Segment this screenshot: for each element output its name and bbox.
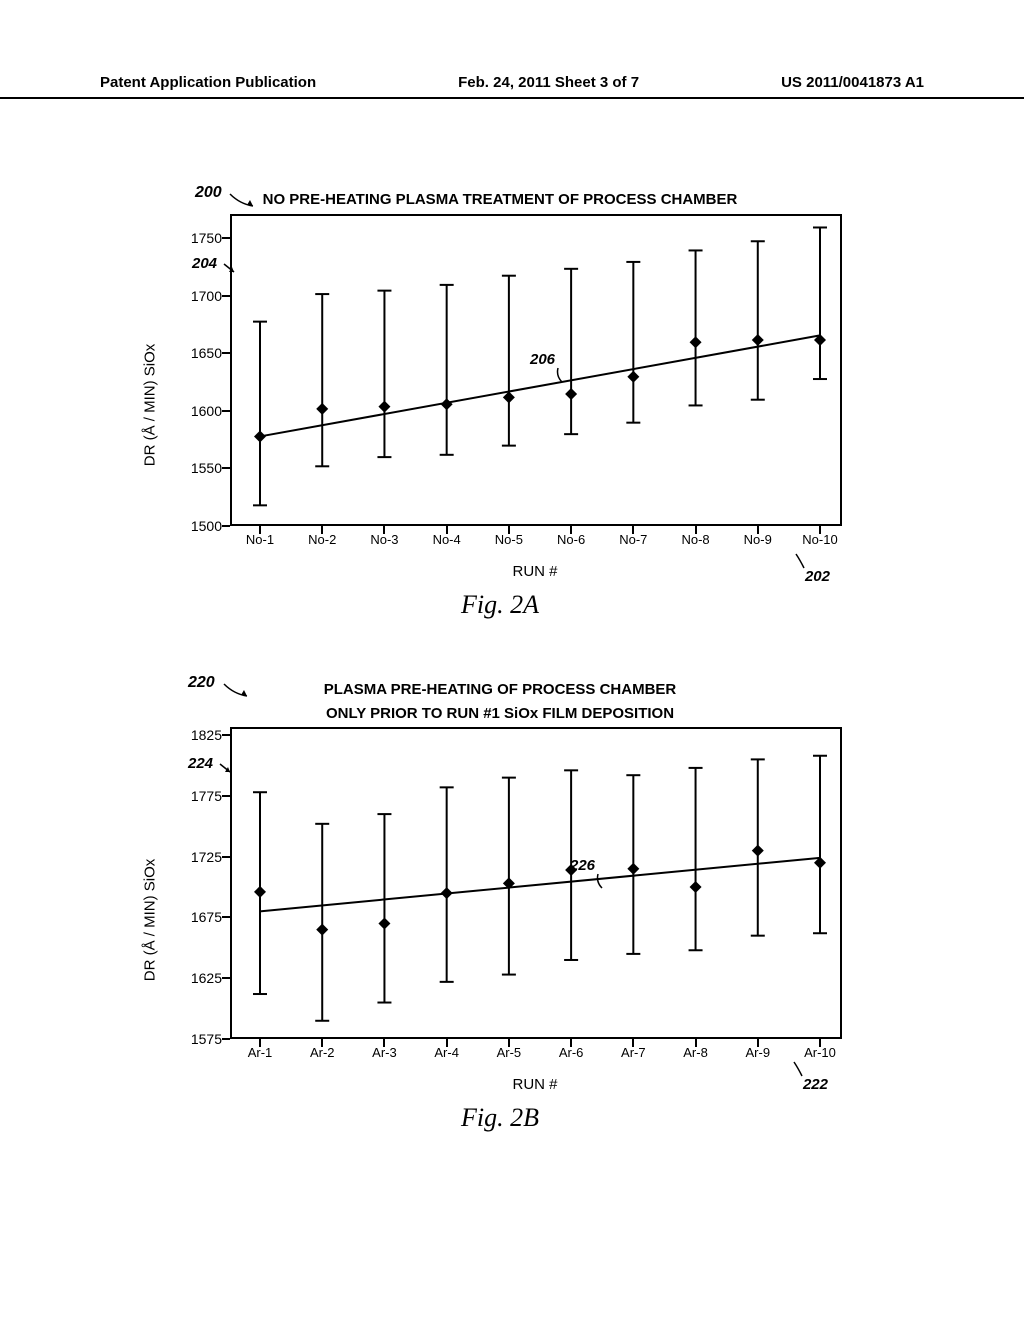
xaxis-ref-222: 222 xyxy=(803,1076,828,1093)
x-tick-label: No-10 xyxy=(802,532,837,547)
x-tick-label: Ar-2 xyxy=(310,1045,335,1060)
y-tick-label: 1575 xyxy=(191,1031,222,1047)
x-tick-label: No-8 xyxy=(681,532,709,547)
figure-ref-220: 220 xyxy=(188,674,215,692)
figure-caption: Fig. 2A xyxy=(110,590,890,620)
x-tick-label: Ar-5 xyxy=(497,1045,522,1060)
x-tick-label: Ar-7 xyxy=(621,1045,646,1060)
yaxis-ref-204: 204 xyxy=(192,255,217,272)
chart-2a: 200 NO PRE-HEATING PLASMA TREATMENT OF P… xyxy=(110,190,890,620)
y-tick xyxy=(222,977,230,979)
y-tick-label: 1650 xyxy=(191,345,222,361)
chart-title: NO PRE-HEATING PLASMA TREATMENT OF PROCE… xyxy=(110,190,890,210)
chart-title-line2: ONLY PRIOR TO RUN #1 SiOx FILM DEPOSITIO… xyxy=(110,704,890,724)
chart-svg xyxy=(230,729,840,1039)
y-tick xyxy=(222,525,230,527)
y-tick xyxy=(222,410,230,412)
y-tick-label: 1750 xyxy=(191,230,222,246)
y-tick xyxy=(222,1038,230,1040)
y-tick xyxy=(222,237,230,239)
y-tick xyxy=(222,916,230,918)
callout-line-icon xyxy=(594,872,606,890)
data-marker xyxy=(690,336,702,348)
data-marker xyxy=(690,881,702,893)
x-tick-label: No-1 xyxy=(246,532,274,547)
x-axis-label: RUN # xyxy=(512,1076,557,1093)
x-tick-label: Ar-3 xyxy=(372,1045,397,1060)
y-tick xyxy=(222,795,230,797)
x-tick-label: Ar-1 xyxy=(248,1045,273,1060)
y-tick-label: 1675 xyxy=(191,909,222,925)
trend-line xyxy=(260,858,820,911)
data-marker xyxy=(254,430,266,442)
y-tick xyxy=(222,467,230,469)
data-marker xyxy=(316,402,328,414)
y-tick xyxy=(222,352,230,354)
y-tick xyxy=(222,856,230,858)
y-tick-label: 1700 xyxy=(191,288,222,304)
chart-2b: 220 PLASMA PRE-HEATING OF PROCESS CHAMBE… xyxy=(110,680,890,1133)
y-tick xyxy=(222,734,230,736)
x-tick-label: No-7 xyxy=(619,532,647,547)
x-tick-label: Ar-4 xyxy=(434,1045,459,1060)
data-marker xyxy=(441,398,453,410)
header-right: US 2011/0041873 A1 xyxy=(781,74,924,91)
x-tick-label: Ar-9 xyxy=(745,1045,770,1060)
x-tick-label: Ar-10 xyxy=(804,1045,836,1060)
x-axis-label: RUN # xyxy=(512,563,557,580)
callout-line-icon xyxy=(554,366,566,384)
x-tick-label: No-4 xyxy=(433,532,461,547)
x-tick-label: Ar-6 xyxy=(559,1045,584,1060)
header-center: Feb. 24, 2011 Sheet 3 of 7 xyxy=(458,74,639,91)
x-tick-label: No-5 xyxy=(495,532,523,547)
data-marker xyxy=(627,863,639,875)
y-axis-label: DR (Å / MIN) SiOx xyxy=(142,344,159,467)
y-tick-label: 1625 xyxy=(191,970,222,986)
figure-caption: Fig. 2B xyxy=(110,1103,890,1133)
yaxis-ref-224: 224 xyxy=(188,755,213,772)
data-marker xyxy=(752,845,764,857)
y-tick-label: 1500 xyxy=(191,518,222,534)
y-axis-label: DR (Å / MIN) SiOx xyxy=(142,859,159,982)
chart-svg xyxy=(230,216,840,526)
data-marker xyxy=(254,886,266,898)
arrow-icon xyxy=(228,192,258,207)
trend-ref-226: 226 xyxy=(570,857,595,874)
y-tick-label: 1775 xyxy=(191,788,222,804)
y-tick-label: 1825 xyxy=(191,727,222,743)
data-marker xyxy=(378,918,390,930)
xaxis-ref-202: 202 xyxy=(805,568,830,585)
data-marker xyxy=(752,334,764,346)
x-tick-label: Ar-8 xyxy=(683,1045,708,1060)
header-left: Patent Application Publication xyxy=(100,74,316,91)
x-tick-label: No-2 xyxy=(308,532,336,547)
x-tick-label: No-9 xyxy=(744,532,772,547)
y-tick-label: 1725 xyxy=(191,849,222,865)
figure-ref-200: 200 xyxy=(195,184,222,202)
callout-line-icon xyxy=(792,1060,806,1078)
plot-area: 157516251675172517751825 Ar-1Ar-2Ar-3Ar-… xyxy=(230,727,842,1039)
arrow-icon xyxy=(222,682,252,697)
data-marker xyxy=(441,887,453,899)
y-tick-label: 1600 xyxy=(191,403,222,419)
page: Patent Application Publication Feb. 24, … xyxy=(0,0,1024,1320)
data-marker xyxy=(378,400,390,412)
plot-area: 150015501600165017001750 No-1No-2No-3No-… xyxy=(230,214,842,526)
data-marker xyxy=(316,924,328,936)
page-header: Patent Application Publication Feb. 24, … xyxy=(0,74,1024,99)
callout-line-icon xyxy=(794,552,808,570)
trend-ref-206: 206 xyxy=(530,351,555,368)
y-tick xyxy=(222,295,230,297)
data-marker xyxy=(565,387,577,399)
y-tick-label: 1550 xyxy=(191,460,222,476)
data-marker xyxy=(627,370,639,382)
x-tick-label: No-3 xyxy=(370,532,398,547)
x-tick-label: No-6 xyxy=(557,532,585,547)
